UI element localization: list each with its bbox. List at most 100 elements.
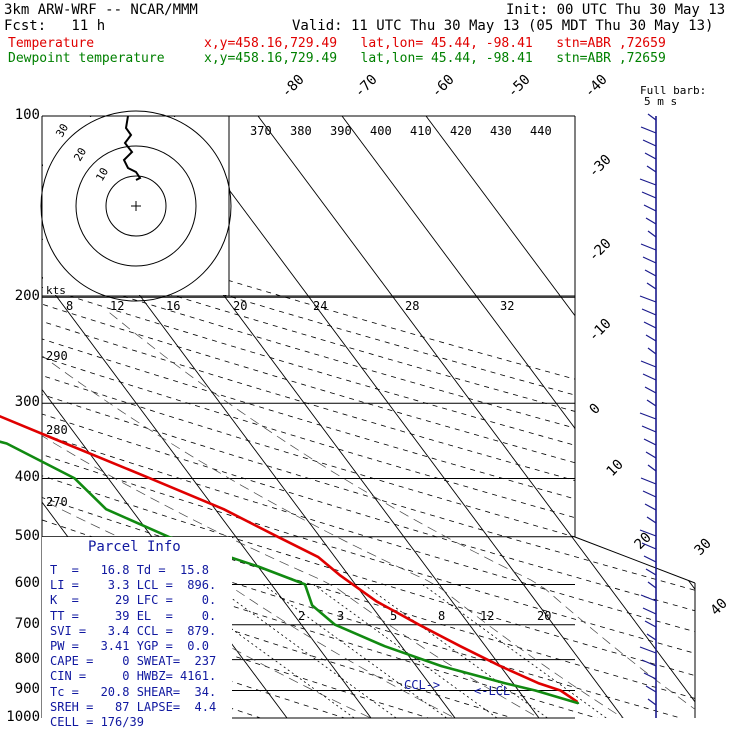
temperature-point-13: [339, 574, 342, 577]
isotherm-label--30: -30: [586, 152, 615, 181]
hodo-ring-label-8: 8: [66, 299, 73, 313]
temperature-point-14: [375, 600, 378, 603]
dry-adiabat-290: [42, 128, 641, 718]
wind-barb-2: [642, 139, 657, 147]
pressure-label-800: 800: [14, 650, 40, 667]
model-title: 3km ARW-WRF -- NCAR/MMM: [4, 2, 198, 18]
pressure-label-600: 600: [14, 575, 40, 592]
isotherm-label--70: -70: [352, 72, 381, 101]
dewpoint-location: x,y=458.16,729.49 lat,lon= 45.44, -98.41…: [204, 51, 666, 66]
isotherm-label-20: 20: [632, 530, 655, 553]
dewpoint-point-9: [73, 477, 76, 480]
parcel-info-panel: Parcel Info T = 16.8 Td = 15.8 LI = 3.3 L…: [42, 537, 232, 729]
wind-barb-7: [643, 204, 657, 212]
wind-barb-42: [641, 659, 657, 667]
wind-barb-44: [645, 685, 657, 693]
parcel-row: PW = 3.41 YGP = 0.0: [50, 639, 209, 653]
theta-label-420: 420: [450, 124, 472, 138]
parcel-info-title: Parcel Info: [88, 539, 181, 555]
parcel-row: TT = 39 EL = 0.: [50, 608, 217, 623]
mixing-ratio-label-5: 5: [390, 609, 397, 623]
wind-barb-3: [644, 152, 657, 160]
mixing-ratio-label-2: 2: [298, 609, 305, 623]
parcel-row: SVI = 3.4 CCL = 879.: [50, 623, 217, 638]
wind-barb-36: [647, 581, 657, 589]
theta-label-410: 410: [410, 124, 432, 138]
dry-adiabat-430: [42, 128, 695, 718]
wind-barb-12: [644, 269, 657, 277]
theta-label-400: 400: [370, 124, 392, 138]
dewpoint-point-12: [257, 565, 259, 568]
isotherm-label-0: 0: [587, 401, 604, 418]
valid-time: Valid: 11 UTC Thu 30 May 13 (05 MDT Thu …: [292, 18, 714, 34]
wind-barb-29: [642, 490, 657, 498]
mixing-ratio-label-8: 8: [438, 609, 445, 623]
isotherm-label--10: -10: [586, 316, 615, 345]
wind-barb-38: [642, 607, 657, 615]
hodo-speed-label-30: 30: [53, 122, 71, 140]
isotherm-label--50: -50: [505, 72, 534, 101]
wind-barb-19: [640, 360, 657, 368]
isotherm-40: [331, 116, 695, 718]
temperature-point-17: [499, 665, 502, 667]
wind-barb-28: [640, 477, 657, 485]
dry-adiabat-440: [42, 128, 695, 718]
hodo-ring-label-24: 24: [313, 299, 327, 313]
dry-adiabat-270: [42, 128, 471, 718]
wind-barb-37: [640, 594, 657, 602]
dewpoint-point-20: [577, 702, 580, 704]
theta-label-390: 390: [330, 124, 352, 138]
pressure-label-900: 900: [14, 681, 40, 698]
hodograph-units: kts: [46, 284, 66, 297]
pressure-label-700: 700: [14, 615, 40, 632]
temperature-point-8: [64, 442, 67, 445]
dewpoint-point-13: [304, 583, 306, 586]
moist-adiabat-0: [42, 309, 481, 718]
isotherm-30: [247, 116, 695, 718]
pressure-label-400: 400: [14, 469, 40, 486]
mixing-ratio-label-12: 12: [480, 609, 494, 623]
wind-barb-34: [643, 555, 657, 563]
parcel-row: LI = 3.3 LCL = 896.: [50, 578, 217, 593]
temperature-point-9: [149, 477, 152, 480]
parcel-row: CIN = 0 HWBZ= 4161.: [50, 669, 217, 684]
hodograph-ring-0: [105, 175, 167, 237]
wind-barb-43: [643, 672, 657, 680]
wind-barb-35: [645, 568, 657, 576]
dewpoint-point-8: [5, 442, 8, 445]
wind-barb-6: [641, 191, 657, 199]
wind-barb-30: [644, 503, 657, 511]
isotherm-label--40: -40: [582, 72, 611, 101]
wind-barb-16: [643, 321, 657, 329]
parcel-row: Tc = 20.8 SHEAR= 34.: [50, 684, 217, 699]
wind-barb-27: [647, 464, 657, 472]
hodograph-ring-2: [40, 110, 232, 302]
temperature-point-16: [459, 645, 462, 647]
wind-barb-20: [642, 373, 657, 381]
dewpoint-point-15: [334, 623, 336, 626]
wind-barb-4: [646, 165, 657, 173]
isotherm-label--20: -20: [586, 236, 615, 265]
wind-barb-45: [647, 698, 657, 706]
hodo-ring-label-12: 12: [110, 299, 124, 313]
wind-barb-1: [640, 126, 657, 134]
mixing-ratio-3: [212, 584, 397, 718]
frame-skew: [574, 536, 696, 584]
hodograph-ring-1: [75, 145, 197, 267]
wind-barb-9: [647, 230, 657, 238]
parcel-row: CAPE = 0 SWEAT= 237: [50, 654, 217, 669]
temperature-point-18: [537, 682, 539, 684]
temperature-point-19: [559, 689, 562, 692]
mixing-ratio-12: [363, 584, 548, 718]
hodo-ring-label-32: 32: [500, 299, 514, 313]
mixing-ratio-label-3: 3: [337, 609, 344, 623]
wind-barb-14: [639, 295, 657, 303]
dewpoint-point-16: [383, 645, 386, 647]
ccl-annotation: CCL->: [404, 678, 441, 692]
init-time: Init: 00 UTC Thu 30 May 13: [506, 2, 726, 18]
pressure-label-1000: 1000: [6, 709, 40, 725]
hodo-speed-label-10: 10: [93, 166, 111, 184]
temperature-location: x,y=458.16,729.49 lat,lon= 45.44, -98.41…: [204, 36, 666, 51]
wind-barb-40: [646, 633, 657, 641]
